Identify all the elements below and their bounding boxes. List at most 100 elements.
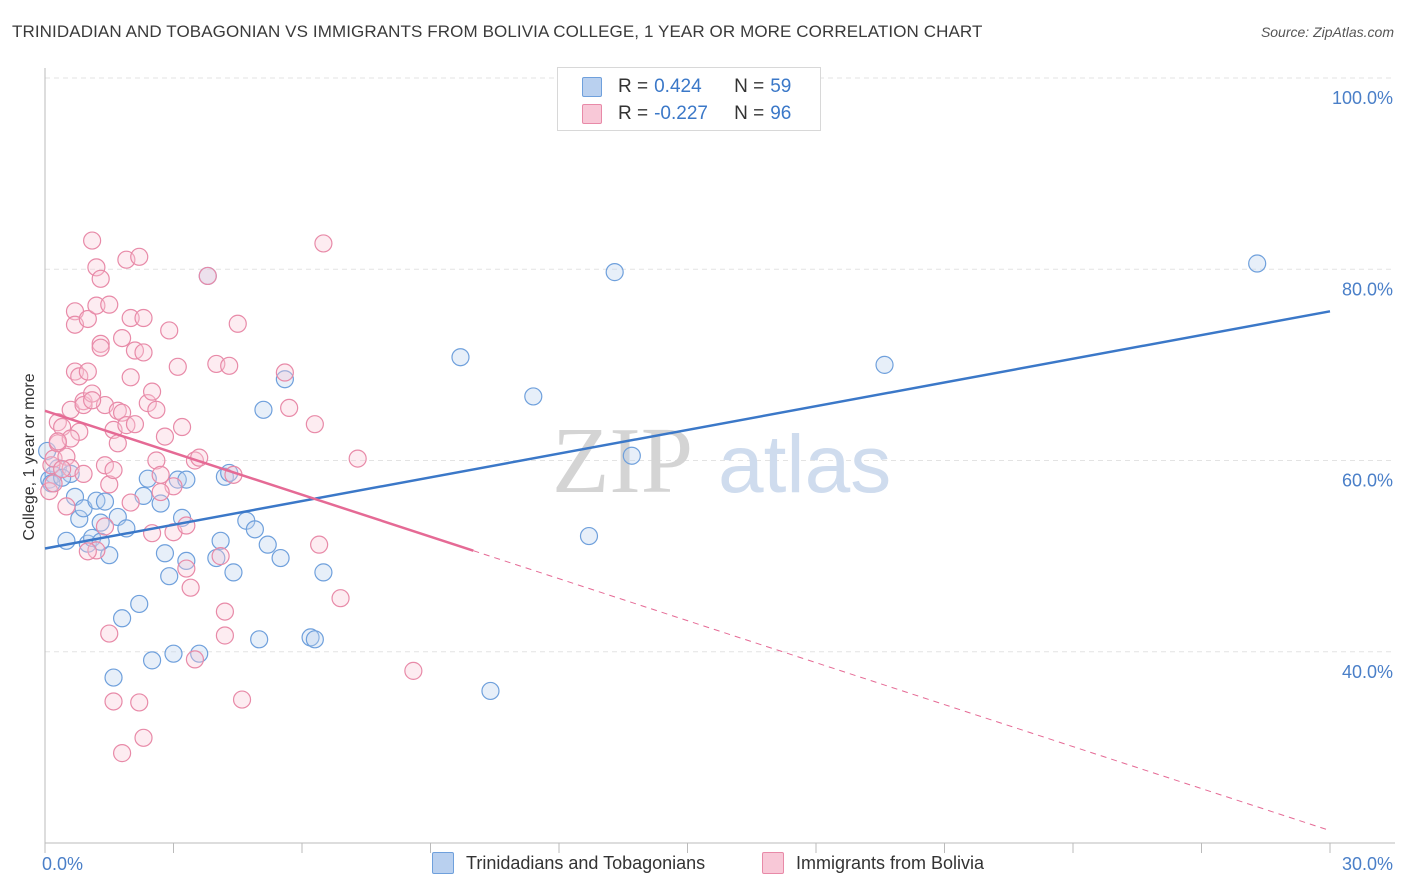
y-axis-label: College, 1 year or more — [21, 373, 38, 540]
point-bolivia — [91, 334, 110, 353]
point-trinidadian — [250, 630, 269, 649]
point-bolivia — [280, 398, 299, 418]
y-tick-label: 80.0% — [1342, 279, 1393, 299]
point-bolivia — [100, 475, 119, 494]
point-bolivia — [83, 384, 102, 403]
legend-item-trinidadian[interactable]: Trinidadians and Tobagonians — [432, 852, 705, 874]
point-trinidadian — [70, 509, 89, 528]
point-trinidadian — [1248, 254, 1267, 273]
point-trinidadian — [95, 492, 115, 511]
legend-row-bolivia: R = -0.227 N = 96 — [582, 102, 791, 126]
point-bolivia — [232, 690, 252, 709]
point-bolivia — [147, 400, 166, 419]
point-bolivia — [314, 234, 333, 253]
data-points — [38, 231, 1267, 763]
point-trinidadian — [177, 551, 196, 571]
point-trinidadian — [160, 567, 179, 586]
point-bolivia — [91, 338, 110, 357]
n-value: 59 — [770, 76, 792, 97]
point-trinidadian — [112, 609, 132, 628]
point-bolivia — [331, 589, 350, 608]
point-trinidadian — [211, 531, 230, 550]
legend-swatch-pink — [582, 104, 602, 124]
y-tick-label: 60.0% — [1342, 471, 1393, 491]
legend-label: Immigrants from Bolivia — [796, 852, 985, 873]
point-trinidadian — [305, 630, 324, 649]
point-bolivia — [211, 547, 230, 566]
point-bolivia — [95, 517, 115, 536]
point-bolivia — [70, 367, 89, 386]
point-bolivia — [348, 449, 367, 468]
point-bolivia — [100, 295, 119, 314]
point-bolivia — [160, 321, 179, 340]
point-trinidadian — [579, 526, 599, 546]
tick-labels: 40.0% 60.0% 80.0% 100.0% 0.0% 30.0% — [42, 88, 1393, 874]
legend-swatch-pink — [762, 852, 784, 874]
point-trinidadian — [224, 563, 243, 582]
watermark-atlas: atlas — [718, 419, 891, 510]
point-bolivia — [78, 362, 97, 381]
point-bolivia — [121, 368, 140, 387]
n-label: N = — [734, 103, 765, 124]
point-bolivia — [104, 692, 123, 711]
point-bolivia — [121, 308, 140, 328]
legend-swatch-blue — [582, 77, 602, 97]
point-bolivia — [155, 427, 175, 446]
point-trinidadian — [275, 370, 294, 389]
point-bolivia — [310, 535, 329, 554]
watermark-zip: ZIP — [552, 409, 693, 513]
r-value: 0.424 — [654, 76, 702, 97]
point-bolivia — [78, 542, 97, 561]
n-value: 96 — [770, 103, 792, 124]
point-bolivia — [215, 626, 234, 645]
trend-line-trinidadian — [44, 310, 1331, 550]
point-bolivia — [91, 269, 110, 288]
legend-item-bolivia[interactable]: Immigrants from Bolivia — [762, 852, 984, 874]
point-bolivia — [57, 497, 76, 516]
point-bolivia — [142, 382, 162, 401]
point-trinidadian — [524, 387, 543, 406]
x-tick-label: 0.0% — [42, 854, 83, 874]
axes — [44, 68, 1395, 853]
point-bolivia — [104, 460, 123, 480]
point-trinidadian — [61, 464, 80, 483]
point-bolivia — [130, 693, 149, 712]
point-bolivia — [78, 309, 97, 329]
x-tick-label: 30.0% — [1342, 854, 1393, 874]
point-bolivia — [87, 296, 106, 315]
point-bolivia — [121, 493, 140, 512]
trend-line-bolivia-extension — [473, 550, 1331, 832]
y-tick-label: 100.0% — [1332, 88, 1393, 108]
point-bolivia — [130, 247, 149, 266]
series-legend: Trinidadians and Tobagonians Immigrants … — [0, 852, 1406, 876]
point-bolivia — [185, 650, 205, 669]
point-trinidadian — [130, 594, 149, 614]
point-trinidadian — [245, 520, 264, 539]
point-bolivia — [134, 728, 153, 747]
point-trinidadian — [104, 668, 123, 687]
point-bolivia — [151, 482, 170, 502]
point-trinidadian — [314, 563, 333, 582]
point-trinidadian — [451, 348, 470, 367]
legend-label: Trinidadians and Tobagonians — [466, 852, 706, 873]
point-trinidadian — [271, 548, 290, 568]
r-label: R = — [618, 103, 649, 124]
point-trinidadian — [155, 544, 175, 563]
y-tick-label: 40.0% — [1342, 662, 1393, 682]
point-bolivia — [198, 266, 217, 286]
point-bolivia — [74, 464, 93, 483]
grid-lines — [45, 77, 1395, 653]
trend-line-bolivia — [44, 409, 474, 552]
point-bolivia — [83, 231, 102, 250]
stats-legend: R = 0.424 N = 59 R = -0.227 N = 96 — [557, 67, 821, 131]
chart-title: TRINIDADIAN AND TOBAGONIAN VS IMMIGRANTS… — [12, 22, 983, 41]
point-bolivia — [95, 456, 115, 475]
point-bolivia — [275, 363, 294, 382]
point-trinidadian — [258, 535, 277, 554]
point-bolivia — [177, 559, 196, 578]
point-bolivia — [305, 415, 324, 434]
point-bolivia — [44, 474, 63, 493]
point-bolivia — [172, 417, 192, 437]
point-bolivia — [112, 329, 132, 348]
